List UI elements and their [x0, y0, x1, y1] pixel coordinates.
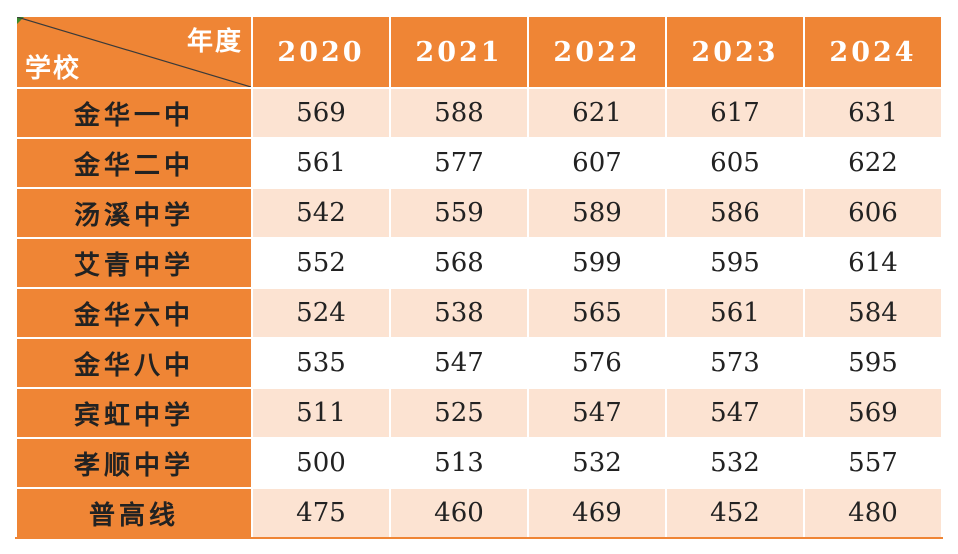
score-cell: 513 — [389, 437, 529, 489]
score-cell: 605 — [665, 137, 805, 189]
year-header: 2024 — [803, 15, 943, 89]
table-row: 金华六中 524 538 565 561 584 — [15, 287, 943, 339]
score-cell: 532 — [665, 437, 805, 489]
score-cell: 538 — [389, 287, 529, 339]
score-cell: 622 — [803, 137, 943, 189]
table-bottom-border — [15, 537, 943, 539]
score-cell: 617 — [665, 87, 805, 139]
score-cell: 552 — [251, 237, 391, 289]
score-cell: 569 — [803, 387, 943, 439]
year-header: 2023 — [665, 15, 805, 89]
header-row: 年度 学校 2020 2021 2022 2023 2024 — [15, 15, 943, 89]
score-cell: 577 — [389, 137, 529, 189]
table-row: 金华一中 569 588 621 617 631 — [15, 87, 943, 139]
score-cell: 561 — [665, 287, 805, 339]
table-row: 宾虹中学 511 525 547 547 569 — [15, 387, 943, 439]
score-cell: 480 — [803, 487, 943, 539]
table-row: 金华二中 561 577 607 605 622 — [15, 137, 943, 189]
year-header: 2020 — [251, 15, 391, 89]
score-cell: 576 — [527, 337, 667, 389]
table-row: 孝顺中学 500 513 532 532 557 — [15, 437, 943, 489]
score-cell: 532 — [527, 437, 667, 489]
score-cell: 561 — [251, 137, 391, 189]
score-cell: 584 — [803, 287, 943, 339]
score-cell: 599 — [527, 237, 667, 289]
score-cell: 547 — [389, 337, 529, 389]
score-cell: 589 — [527, 187, 667, 239]
school-name-cell: 孝顺中学 — [15, 437, 253, 489]
score-cell: 547 — [665, 387, 805, 439]
score-cell: 469 — [527, 487, 667, 539]
score-cell: 568 — [389, 237, 529, 289]
score-cell: 607 — [527, 137, 667, 189]
score-cell: 452 — [665, 487, 805, 539]
table-row: 金华八中 535 547 576 573 595 — [15, 337, 943, 389]
score-cell: 557 — [803, 437, 943, 489]
score-cell: 524 — [251, 287, 391, 339]
year-header: 2021 — [389, 15, 529, 89]
score-table: 年度 学校 2020 2021 2022 2023 2024 金华一中 569 58… — [15, 15, 943, 539]
school-name-cell: 宾虹中学 — [15, 387, 253, 439]
score-cell: 547 — [527, 387, 667, 439]
corner-year-label: 年度 — [186, 27, 243, 57]
score-cell: 573 — [665, 337, 805, 389]
cell-marker-icon — [18, 18, 24, 24]
score-cell: 621 — [527, 87, 667, 139]
score-cell: 631 — [803, 87, 943, 139]
school-name-cell: 艾青中学 — [15, 237, 253, 289]
score-cell: 595 — [665, 237, 805, 289]
school-name-cell: 金华二中 — [15, 137, 253, 189]
school-name-cell: 金华六中 — [15, 287, 253, 339]
score-cell: 588 — [389, 87, 529, 139]
score-cell: 595 — [803, 337, 943, 389]
score-cell: 569 — [251, 87, 391, 139]
table-body: 年度 学校 2020 2021 2022 2023 2024 金华一中 569 58… — [15, 15, 943, 539]
score-cell: 606 — [803, 187, 943, 239]
score-cell: 475 — [251, 487, 391, 539]
school-name-cell: 金华一中 — [15, 87, 253, 139]
table-row: 艾青中学 552 568 599 595 614 — [15, 237, 943, 289]
score-cell: 565 — [527, 287, 667, 339]
score-cell: 535 — [251, 337, 391, 389]
year-header: 2022 — [527, 15, 667, 89]
score-cell: 460 — [389, 487, 529, 539]
score-cell: 542 — [251, 187, 391, 239]
school-name-cell: 金华八中 — [15, 337, 253, 389]
school-name-cell: 汤溪中学 — [15, 187, 253, 239]
score-cell: 586 — [665, 187, 805, 239]
score-cell: 500 — [251, 437, 391, 489]
diagonal-divider — [18, 18, 250, 86]
corner-school-label: 学校 — [25, 54, 82, 84]
table-row: 汤溪中学 542 559 589 586 606 — [15, 187, 943, 239]
score-cell: 614 — [803, 237, 943, 289]
score-cell: 525 — [389, 387, 529, 439]
corner-cell: 年度 学校 — [15, 15, 253, 89]
table-row: 普高线 475 460 469 452 480 — [15, 487, 943, 539]
school-name-cell: 普高线 — [15, 487, 253, 539]
score-cell: 511 — [251, 387, 391, 439]
score-cell: 559 — [389, 187, 529, 239]
